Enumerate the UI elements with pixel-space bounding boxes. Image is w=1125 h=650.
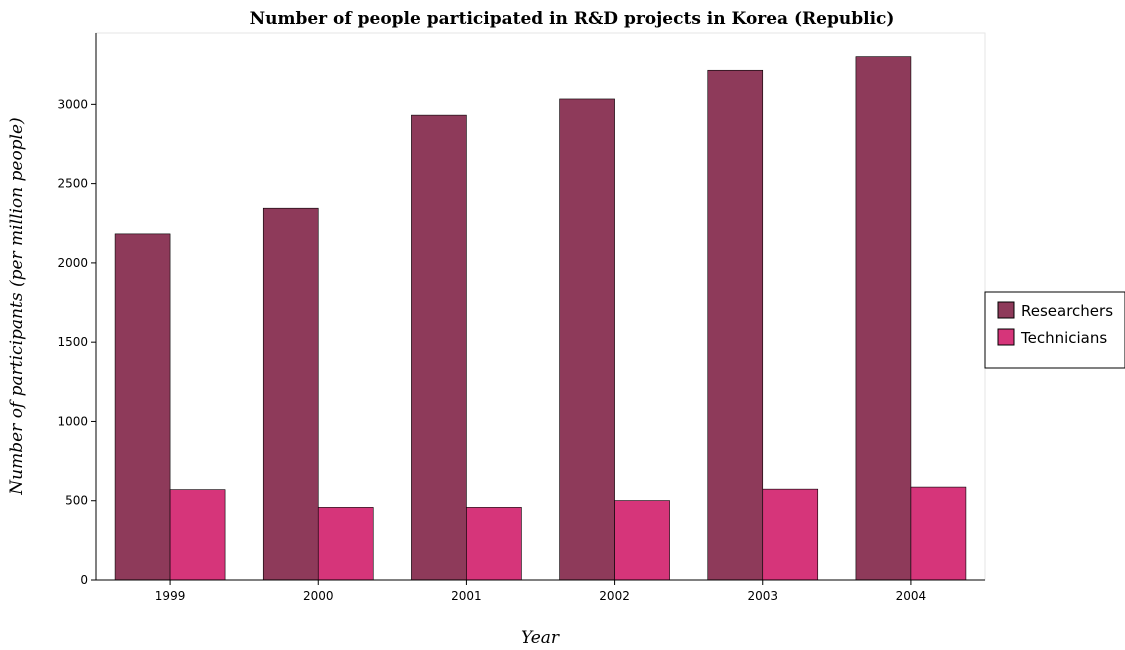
plot-area — [95, 32, 986, 581]
x-tick-label-1999: 1999 — [155, 589, 186, 603]
y-tick-label-2000: 2000 — [57, 256, 88, 270]
bars-group — [114, 56, 967, 581]
bar-technicians-2000 — [317, 507, 374, 581]
y-tick-label-2500: 2500 — [57, 177, 88, 191]
bar-technicians-1999 — [169, 489, 226, 581]
y-tick-label-500: 500 — [65, 494, 88, 508]
bar-technicians-2003 — [762, 488, 819, 581]
y-tick-label-1000: 1000 — [57, 414, 88, 428]
chart-title: Number of people participated in R&D pro… — [250, 9, 895, 29]
y-tick-label-0: 0 — [80, 573, 88, 587]
x-tick-label-2002: 2002 — [599, 589, 630, 603]
bar-technicians-2004 — [910, 486, 967, 581]
x-tick-label-2001: 2001 — [451, 589, 482, 603]
legend-swatch-researchers — [997, 301, 1015, 319]
x-tick-label-2004: 2004 — [896, 589, 927, 603]
bar-researchers-2001 — [411, 114, 467, 581]
y-tick-label-1500: 1500 — [57, 335, 88, 349]
y-axis: 0 500 1000 1500 2000 2500 3000 — [57, 33, 97, 587]
legend-label-researchers: Researchers — [1021, 302, 1113, 320]
x-tick-label-2003: 2003 — [747, 589, 778, 603]
legend: Researchers Technicians — [984, 291, 1125, 369]
bar-researchers-2000 — [262, 207, 319, 581]
bar-researchers-2002 — [559, 98, 615, 581]
legend-label-technicians: Technicians — [1020, 329, 1107, 347]
bar-researchers-2003 — [707, 69, 764, 581]
bar-researchers-2004 — [855, 56, 912, 581]
bar-researchers-1999 — [114, 233, 171, 581]
y-tick-label-3000: 3000 — [57, 97, 88, 111]
x-tick-label-2000: 2000 — [303, 589, 334, 603]
legend-swatch-technicians — [997, 328, 1015, 346]
bar-technicians-2001 — [466, 507, 522, 581]
x-axis-label: Year — [521, 628, 560, 648]
bar-technicians-2002 — [614, 500, 670, 581]
y-axis-label: Number of participants (per million peop… — [7, 117, 27, 495]
x-axis: 1999 2000 2001 2002 2003 2004 — [96, 579, 985, 603]
